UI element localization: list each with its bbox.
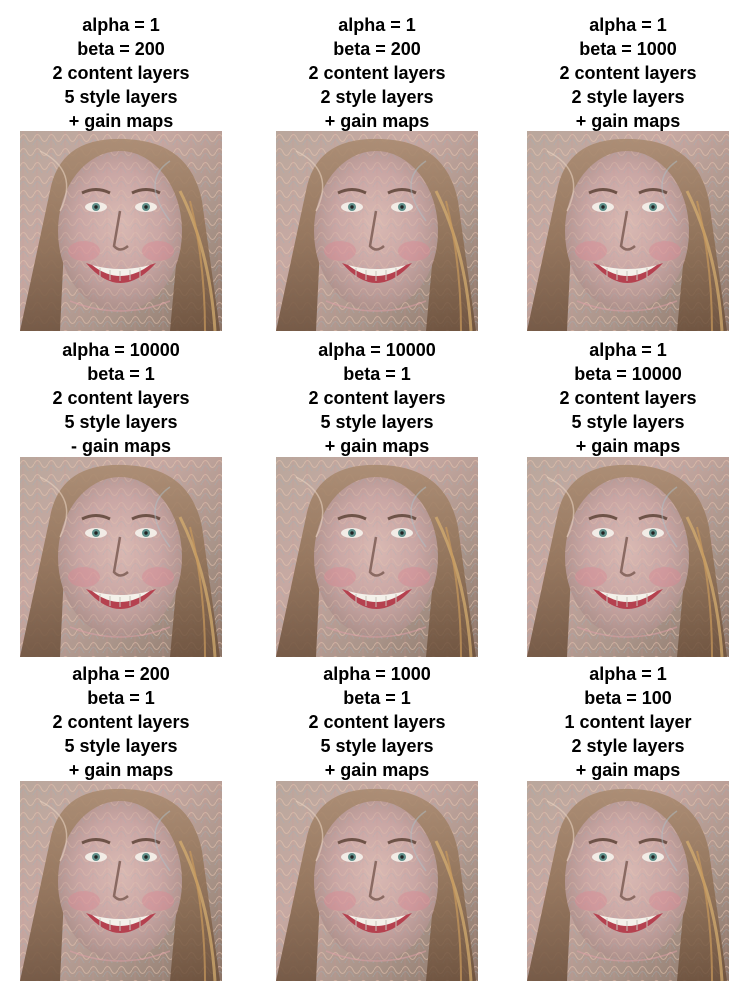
caption-line: alpha = 200 — [72, 664, 170, 684]
caption-line: 2 content layers — [308, 63, 446, 83]
panel-caption: alpha = 1 beta = 10000 2 content layers 5 s… — [507, 338, 744, 458]
stylized-portrait-image — [527, 781, 729, 981]
caption-line: 2 style layers — [571, 87, 685, 107]
caption-line: + gain maps — [324, 760, 430, 780]
caption-line: 5 style layers — [320, 736, 434, 756]
panel-caption: alpha = 200 beta = 1 2 content layers 5 sty… — [0, 662, 242, 782]
caption-line: + gain maps — [68, 760, 174, 780]
caption-line: 2 content layers — [559, 63, 697, 83]
panel-caption: alpha = 1000 beta = 1 2 content layers 5 st… — [256, 662, 498, 782]
caption-line: 5 style layers — [64, 87, 178, 107]
caption-line: 2 content layers — [308, 712, 446, 732]
caption-line: + gain maps — [575, 760, 681, 780]
panel-caption: alpha = 10000 beta = 1 2 content layers 5 s… — [256, 338, 498, 458]
caption-line: alpha = 1 — [338, 15, 416, 35]
caption-line: + gain maps — [68, 111, 174, 131]
stylized-portrait-image — [276, 781, 478, 981]
stylized-portrait-image — [527, 457, 729, 657]
caption-line: beta = 1 — [87, 688, 155, 708]
caption-line: beta = 100 — [584, 688, 672, 708]
caption-line: - gain maps — [70, 436, 172, 456]
stylized-portrait-image — [276, 131, 478, 331]
caption-line: beta = 10000 — [574, 364, 682, 384]
stylized-portrait-image — [276, 457, 478, 657]
stylized-portrait-image — [527, 131, 729, 331]
caption-line: 5 style layers — [64, 736, 178, 756]
caption-line: 2 style layers — [571, 736, 685, 756]
caption-line: 2 content layers — [308, 388, 446, 408]
caption-line: beta = 200 — [333, 39, 421, 59]
caption-line: alpha = 10000 — [318, 340, 436, 360]
panel-caption: alpha = 1 beta = 200 2 content layers 5 sty… — [0, 13, 242, 133]
caption-line: 5 style layers — [320, 412, 434, 432]
caption-line: beta = 1 — [343, 688, 411, 708]
panel-caption: alpha = 1 beta = 100 1 content layer 2 styl… — [507, 662, 744, 782]
caption-line: + gain maps — [324, 436, 430, 456]
caption-line: 2 content layers — [52, 388, 190, 408]
caption-line: 5 style layers — [64, 412, 178, 432]
panel-caption: alpha = 10000 beta = 1 2 content layers 5 s… — [0, 338, 242, 458]
caption-line: alpha = 10000 — [62, 340, 180, 360]
caption-line: alpha = 1 — [589, 340, 667, 360]
caption-line: 2 style layers — [320, 87, 434, 107]
caption-line: + gain maps — [575, 111, 681, 131]
caption-line: 2 content layers — [52, 63, 190, 83]
caption-line: alpha = 1 — [589, 664, 667, 684]
caption-line: + gain maps — [575, 436, 681, 456]
caption-line: + gain maps — [324, 111, 430, 131]
caption-line: alpha = 1 — [589, 15, 667, 35]
stylized-portrait-image — [20, 131, 222, 331]
stylized-portrait-image — [20, 457, 222, 657]
stylized-portrait-image — [20, 781, 222, 981]
caption-line: beta = 200 — [77, 39, 165, 59]
panel-caption: alpha = 1 beta = 1000 2 content layers 2 st… — [507, 13, 744, 133]
caption-line: beta = 1 — [343, 364, 411, 384]
caption-line: alpha = 1 — [82, 15, 160, 35]
caption-line: 5 style layers — [571, 412, 685, 432]
caption-line: 2 content layers — [52, 712, 190, 732]
panel-caption: alpha = 1 beta = 200 2 content layers 2 sty… — [256, 13, 498, 133]
caption-line: 1 content layer — [564, 712, 692, 732]
caption-line: beta = 1 — [87, 364, 155, 384]
caption-line: 2 content layers — [559, 388, 697, 408]
caption-line: beta = 1000 — [579, 39, 677, 59]
caption-line: alpha = 1000 — [323, 664, 431, 684]
